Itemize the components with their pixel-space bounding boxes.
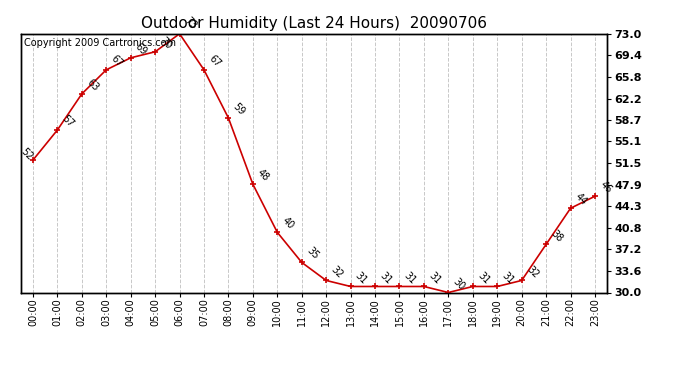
Text: 44: 44 bbox=[573, 192, 589, 207]
Text: 67: 67 bbox=[109, 53, 125, 69]
Text: 69: 69 bbox=[133, 41, 149, 57]
Text: 31: 31 bbox=[475, 270, 491, 286]
Text: 31: 31 bbox=[402, 270, 418, 286]
Text: 57: 57 bbox=[60, 113, 76, 129]
Text: 52: 52 bbox=[19, 146, 35, 162]
Text: 67: 67 bbox=[207, 53, 223, 69]
Text: 31: 31 bbox=[426, 270, 442, 286]
Title: Outdoor Humidity (Last 24 Hours)  20090706: Outdoor Humidity (Last 24 Hours) 2009070… bbox=[141, 16, 487, 31]
Text: 31: 31 bbox=[353, 270, 369, 286]
Text: 63: 63 bbox=[85, 77, 100, 93]
Text: 48: 48 bbox=[255, 168, 271, 183]
Text: 46: 46 bbox=[598, 180, 613, 195]
Text: 32: 32 bbox=[524, 264, 540, 280]
Text: 59: 59 bbox=[231, 101, 247, 117]
Text: 73: 73 bbox=[182, 16, 198, 32]
Text: 40: 40 bbox=[280, 216, 296, 231]
Text: 31: 31 bbox=[378, 270, 393, 286]
Text: 32: 32 bbox=[329, 264, 345, 280]
Text: 30: 30 bbox=[451, 276, 467, 292]
Text: 31: 31 bbox=[500, 270, 515, 286]
Text: 38: 38 bbox=[549, 228, 564, 244]
Text: Copyright 2009 Cartronics.com: Copyright 2009 Cartronics.com bbox=[23, 38, 176, 48]
Text: 35: 35 bbox=[304, 246, 320, 262]
Text: 70: 70 bbox=[158, 35, 174, 51]
